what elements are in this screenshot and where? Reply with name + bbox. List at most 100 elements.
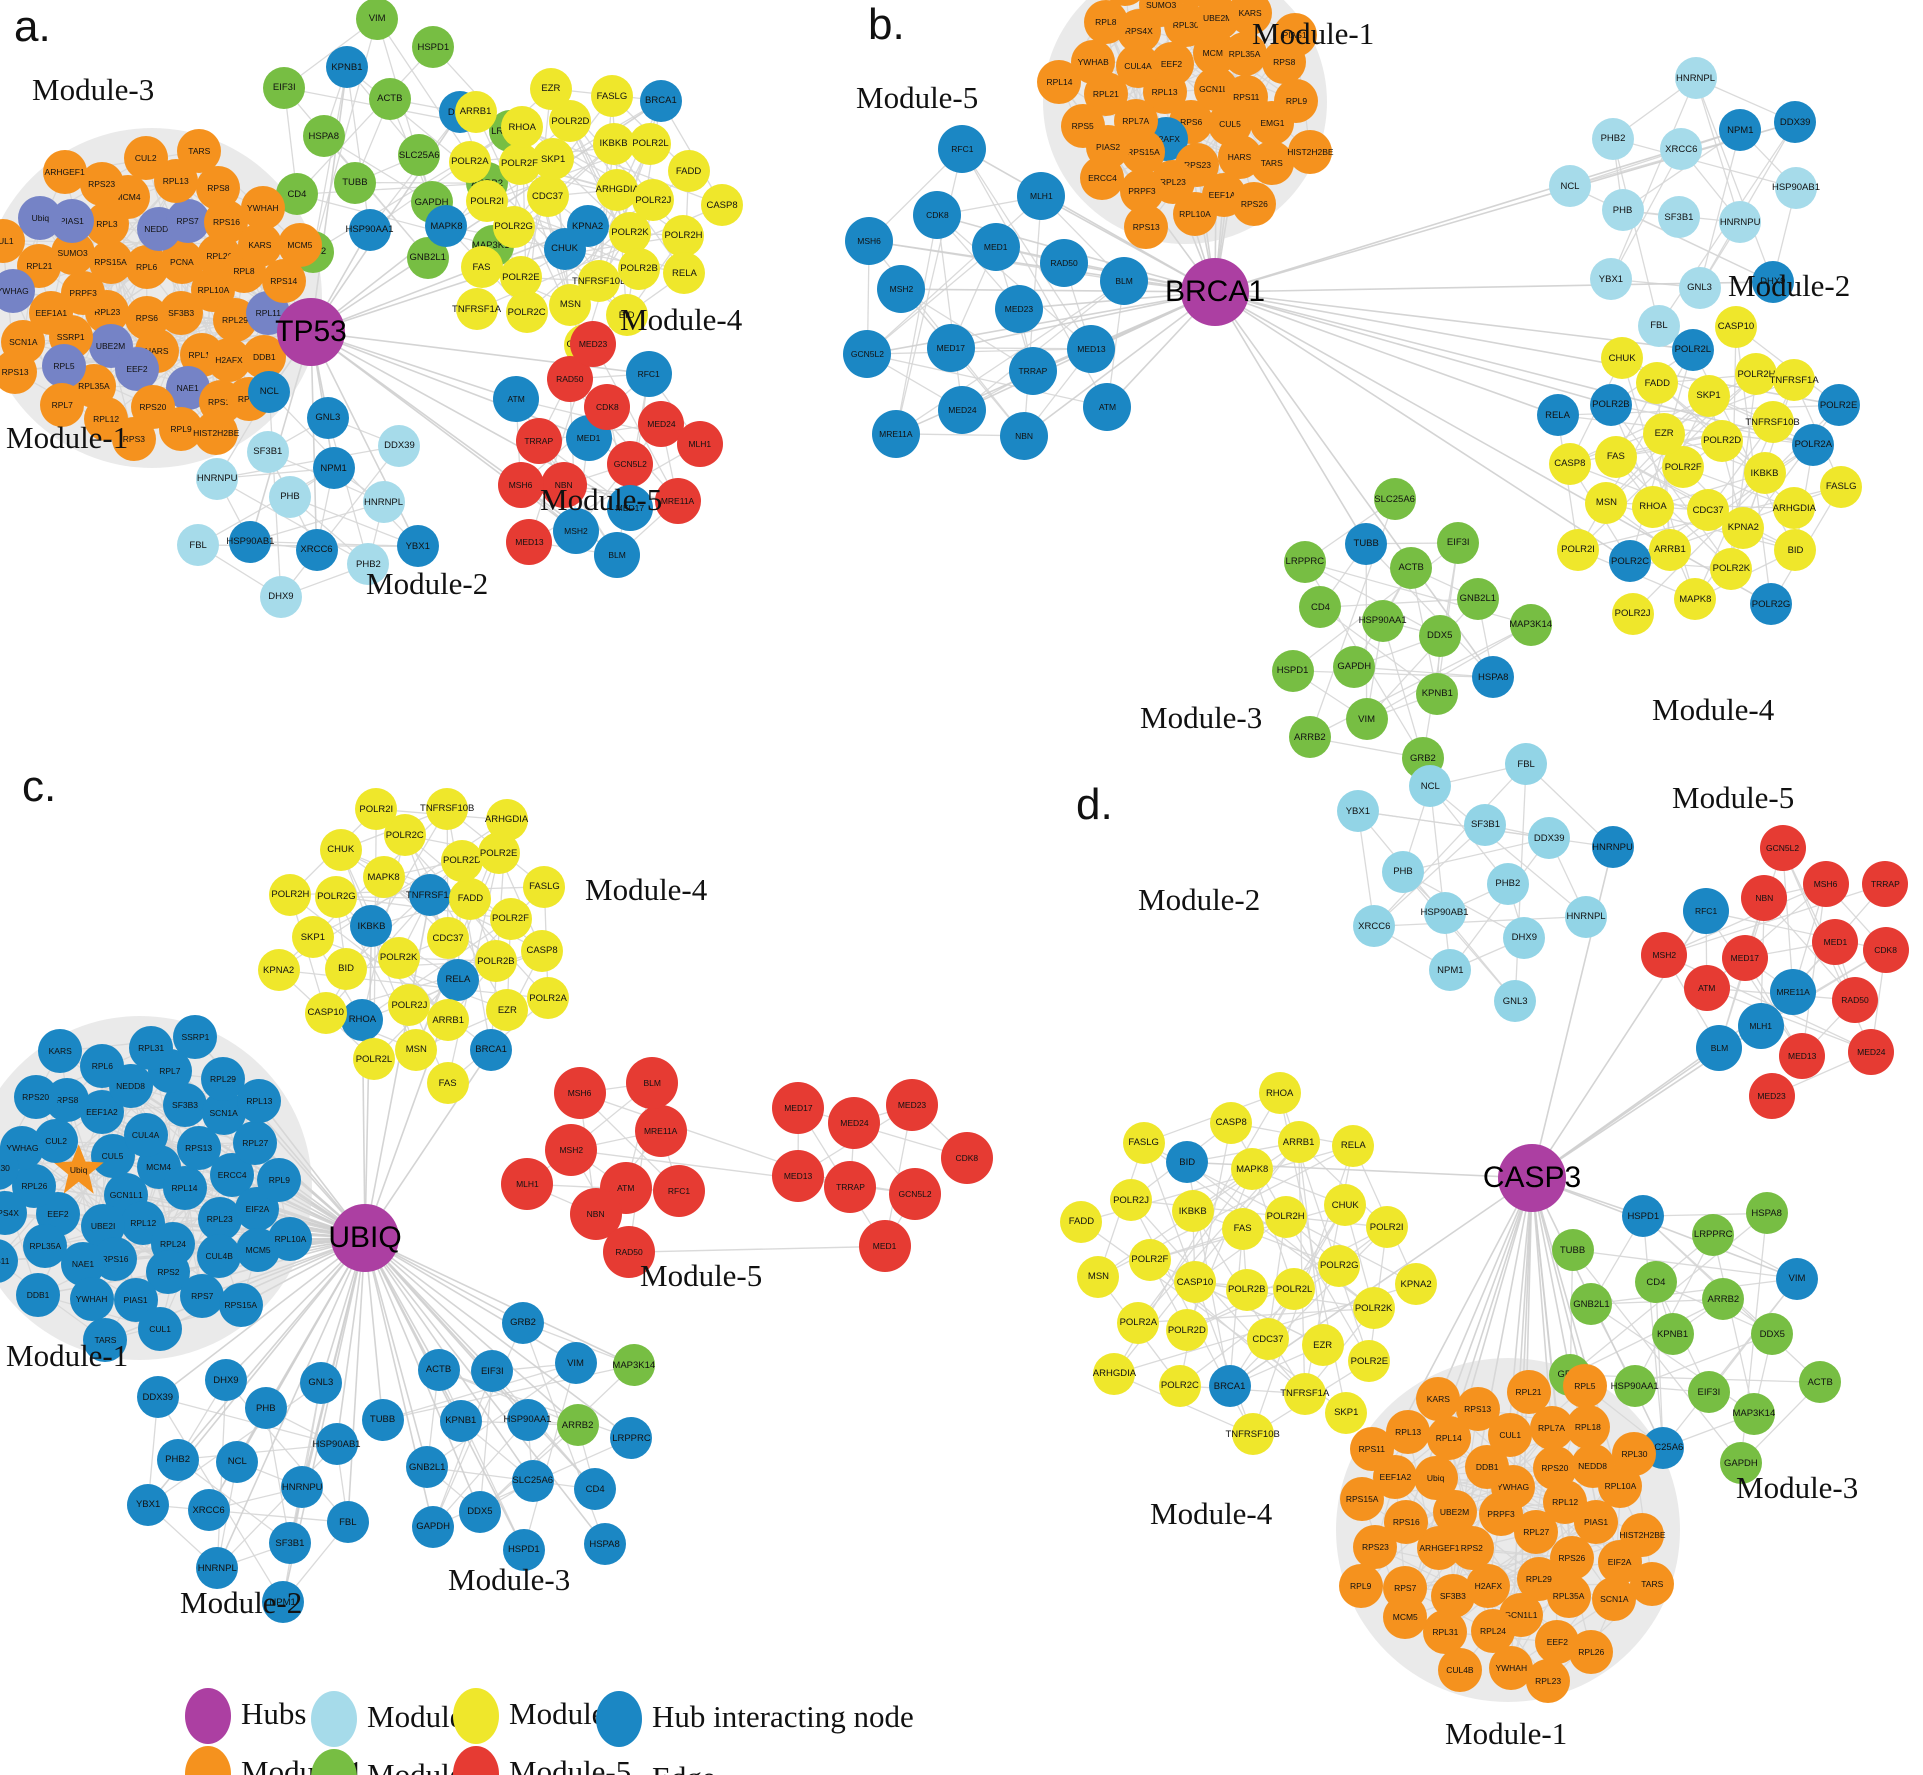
- gene-node-xrcc6[interactable]: XRCC6: [187, 1489, 230, 1532]
- gene-node-nbn[interactable]: NBN: [1000, 411, 1049, 460]
- gene-node-mlh1[interactable]: MLH1: [1737, 1002, 1784, 1049]
- gene-node-xrcc6[interactable]: XRCC6: [1353, 905, 1396, 948]
- gene-node-polr2l[interactable]: POLR2L: [629, 122, 672, 165]
- gene-node-cdc37[interactable]: CDC37: [427, 917, 470, 960]
- gene-node-rhoa[interactable]: RHOA: [1258, 1072, 1301, 1115]
- gene-node-tars[interactable]: TARS: [1630, 1562, 1675, 1607]
- gene-node-cdk8[interactable]: CDK8: [913, 191, 962, 240]
- gene-node-ezr[interactable]: EZR: [529, 67, 572, 110]
- gene-node-atm[interactable]: ATM: [493, 376, 540, 423]
- gene-node-polr2b[interactable]: POLR2B: [1589, 383, 1632, 426]
- gene-node-rps13[interactable]: RPS13: [1455, 1386, 1500, 1431]
- gene-node-phb[interactable]: PHB: [1601, 189, 1644, 232]
- gene-node-kpnb1[interactable]: KPNB1: [439, 1399, 482, 1442]
- gene-node-casp10[interactable]: CASP10: [304, 991, 347, 1034]
- gene-node-trrap[interactable]: TRRAP: [515, 418, 562, 465]
- gene-node-msh2[interactable]: MSH2: [545, 1123, 598, 1176]
- gene-node-med1[interactable]: MED1: [858, 1220, 911, 1273]
- gene-node-mre11a[interactable]: MRE11A: [1770, 968, 1817, 1015]
- gene-node-hnrnpu[interactable]: HNRNPU: [1719, 201, 1762, 244]
- gene-node-ddx39[interactable]: DDX39: [378, 424, 421, 467]
- gene-node-mapk8[interactable]: MAPK8: [362, 856, 405, 899]
- gene-node-rps20[interactable]: RPS20: [13, 1075, 58, 1120]
- gene-node-rpl14[interactable]: RPL14: [1037, 59, 1082, 104]
- gene-node-bid[interactable]: BID: [1774, 529, 1817, 572]
- gene-node-cdc37[interactable]: CDC37: [526, 175, 569, 218]
- gene-node-cdc37[interactable]: CDC37: [1246, 1318, 1289, 1361]
- gene-node-ddx39[interactable]: DDX39: [136, 1376, 179, 1419]
- gene-node-mlh1[interactable]: MLH1: [676, 420, 723, 467]
- gene-node-arrb1[interactable]: ARRB1: [427, 999, 470, 1042]
- gene-node-tnfrsf1a[interactable]: TNFRSF1A: [452, 288, 501, 331]
- gene-node-npm1[interactable]: NPM1: [1719, 109, 1762, 152]
- gene-node-rpl14[interactable]: RPL14: [162, 1165, 207, 1210]
- gene-node-gnb2l1[interactable]: GNB2L1: [1456, 577, 1499, 620]
- gene-node-rfc1[interactable]: RFC1: [652, 1165, 705, 1218]
- gene-node-rps7[interactable]: RPS7: [165, 198, 210, 243]
- gene-node-fas[interactable]: FAS: [426, 1062, 469, 1105]
- gene-node-rpl9[interactable]: RPL9: [257, 1157, 302, 1202]
- gene-node-rpl13[interactable]: RPL13: [237, 1078, 282, 1123]
- gene-node-gcn5l2[interactable]: GCN5L2: [889, 1167, 942, 1220]
- gene-node-mapk8[interactable]: MAPK8: [425, 205, 468, 248]
- gene-node-rhoa[interactable]: RHOA: [1631, 485, 1674, 528]
- gene-node-phb2[interactable]: PHB2: [1486, 862, 1529, 905]
- gene-node-msn[interactable]: MSN: [549, 283, 592, 326]
- gene-node-polr2c[interactable]: POLR2C: [1609, 540, 1652, 583]
- gene-node-brca1[interactable]: BRCA1: [1208, 1365, 1251, 1408]
- gene-node-hsp90ab1[interactable]: HSP90AB1: [313, 1423, 361, 1466]
- gene-node-blm[interactable]: BLM: [1696, 1024, 1743, 1071]
- gene-node-rps5[interactable]: RPS5: [1060, 103, 1105, 148]
- gene-node-med13[interactable]: MED13: [1779, 1033, 1826, 1080]
- gene-node-polr2g[interactable]: POLR2G: [315, 875, 358, 918]
- gene-node-polr2d[interactable]: POLR2D: [1165, 1309, 1208, 1352]
- gene-node-atm[interactable]: ATM: [1083, 382, 1132, 431]
- gene-node-rpl35a[interactable]: RPL35A: [1546, 1574, 1591, 1619]
- gene-node-dhx9[interactable]: DHX9: [204, 1359, 247, 1402]
- gene-node-tubb[interactable]: TUBB: [1345, 522, 1388, 565]
- gene-node-ywhah[interactable]: YWHAH: [240, 185, 285, 230]
- gene-node-gapdh[interactable]: GAPDH: [412, 1505, 455, 1548]
- gene-node-actb[interactable]: ACTB: [1799, 1361, 1842, 1404]
- gene-node-polr2g[interactable]: POLR2G: [1318, 1244, 1361, 1287]
- gene-node-med17[interactable]: MED17: [772, 1081, 825, 1134]
- gene-node-ywhah[interactable]: YWHAH: [69, 1277, 114, 1322]
- gene-node-ddx5[interactable]: DDX5: [1418, 614, 1461, 657]
- gene-node-hnrnpu[interactable]: HNRNPU: [1591, 826, 1634, 869]
- gene-node-arrb2[interactable]: ARRB2: [556, 1404, 599, 1447]
- gene-node-msh6[interactable]: MSH6: [845, 217, 894, 266]
- gene-node-ybx1[interactable]: YBX1: [1589, 258, 1632, 301]
- gene-node-trrap[interactable]: TRRAP: [1008, 347, 1057, 396]
- gene-node-polr2l[interactable]: POLR2L: [1671, 328, 1714, 371]
- gene-node-cdk8[interactable]: CDK8: [584, 384, 631, 431]
- gene-node-gnl3[interactable]: GNL3: [306, 396, 349, 439]
- gene-node-kpna2[interactable]: KPNA2: [1722, 506, 1765, 549]
- gene-node-vim[interactable]: VIM: [356, 0, 399, 40]
- gene-node-kpnb1[interactable]: KPNB1: [1416, 672, 1459, 715]
- gene-node-fas[interactable]: FAS: [1221, 1207, 1264, 1250]
- gene-node-tnfrsf1a[interactable]: TNFRSF1A: [1280, 1372, 1329, 1415]
- gene-node-rpl18[interactable]: RPL18: [1565, 1405, 1610, 1450]
- gene-node-hsp90aa1[interactable]: HSP90AA1: [345, 208, 394, 251]
- gene-node-mre11a[interactable]: MRE11A: [871, 409, 920, 458]
- gene-node-ybx1[interactable]: YBX1: [127, 1483, 170, 1526]
- gene-node-polr2a[interactable]: POLR2A: [527, 977, 570, 1020]
- gene-node-polr2d[interactable]: POLR2D: [1701, 419, 1744, 462]
- gene-node-polr2f[interactable]: POLR2F: [498, 142, 541, 185]
- gene-node-polr2b[interactable]: POLR2B: [618, 247, 661, 290]
- gene-node-gcn5l2[interactable]: GCN5L2: [607, 440, 654, 487]
- gene-node-faslg[interactable]: FASLG: [1122, 1121, 1165, 1164]
- gene-node-rela[interactable]: RELA: [1536, 394, 1579, 437]
- gene-node-gcn5l2[interactable]: GCN5L2: [843, 330, 892, 379]
- gene-node-eif3i[interactable]: EIF3I: [471, 1350, 514, 1393]
- gene-node-hnrnpl[interactable]: HNRNPL: [362, 481, 405, 524]
- gene-node-atm[interactable]: ATM: [1683, 965, 1730, 1011]
- gene-node-map3k14[interactable]: MAP3K14: [612, 1344, 655, 1387]
- gene-node-msn[interactable]: MSN: [1077, 1255, 1120, 1298]
- gene-node-faslg[interactable]: FASLG: [590, 75, 633, 118]
- gene-node-polr2a[interactable]: POLR2A: [1117, 1301, 1160, 1344]
- gene-node-skp1[interactable]: SKP1: [1687, 374, 1730, 417]
- gene-node-gnb2l1[interactable]: GNB2L1: [1570, 1283, 1613, 1326]
- gene-node-hsp90aa1[interactable]: HSP90AA1: [504, 1398, 552, 1441]
- gene-node-rhoa[interactable]: RHOA: [501, 106, 544, 149]
